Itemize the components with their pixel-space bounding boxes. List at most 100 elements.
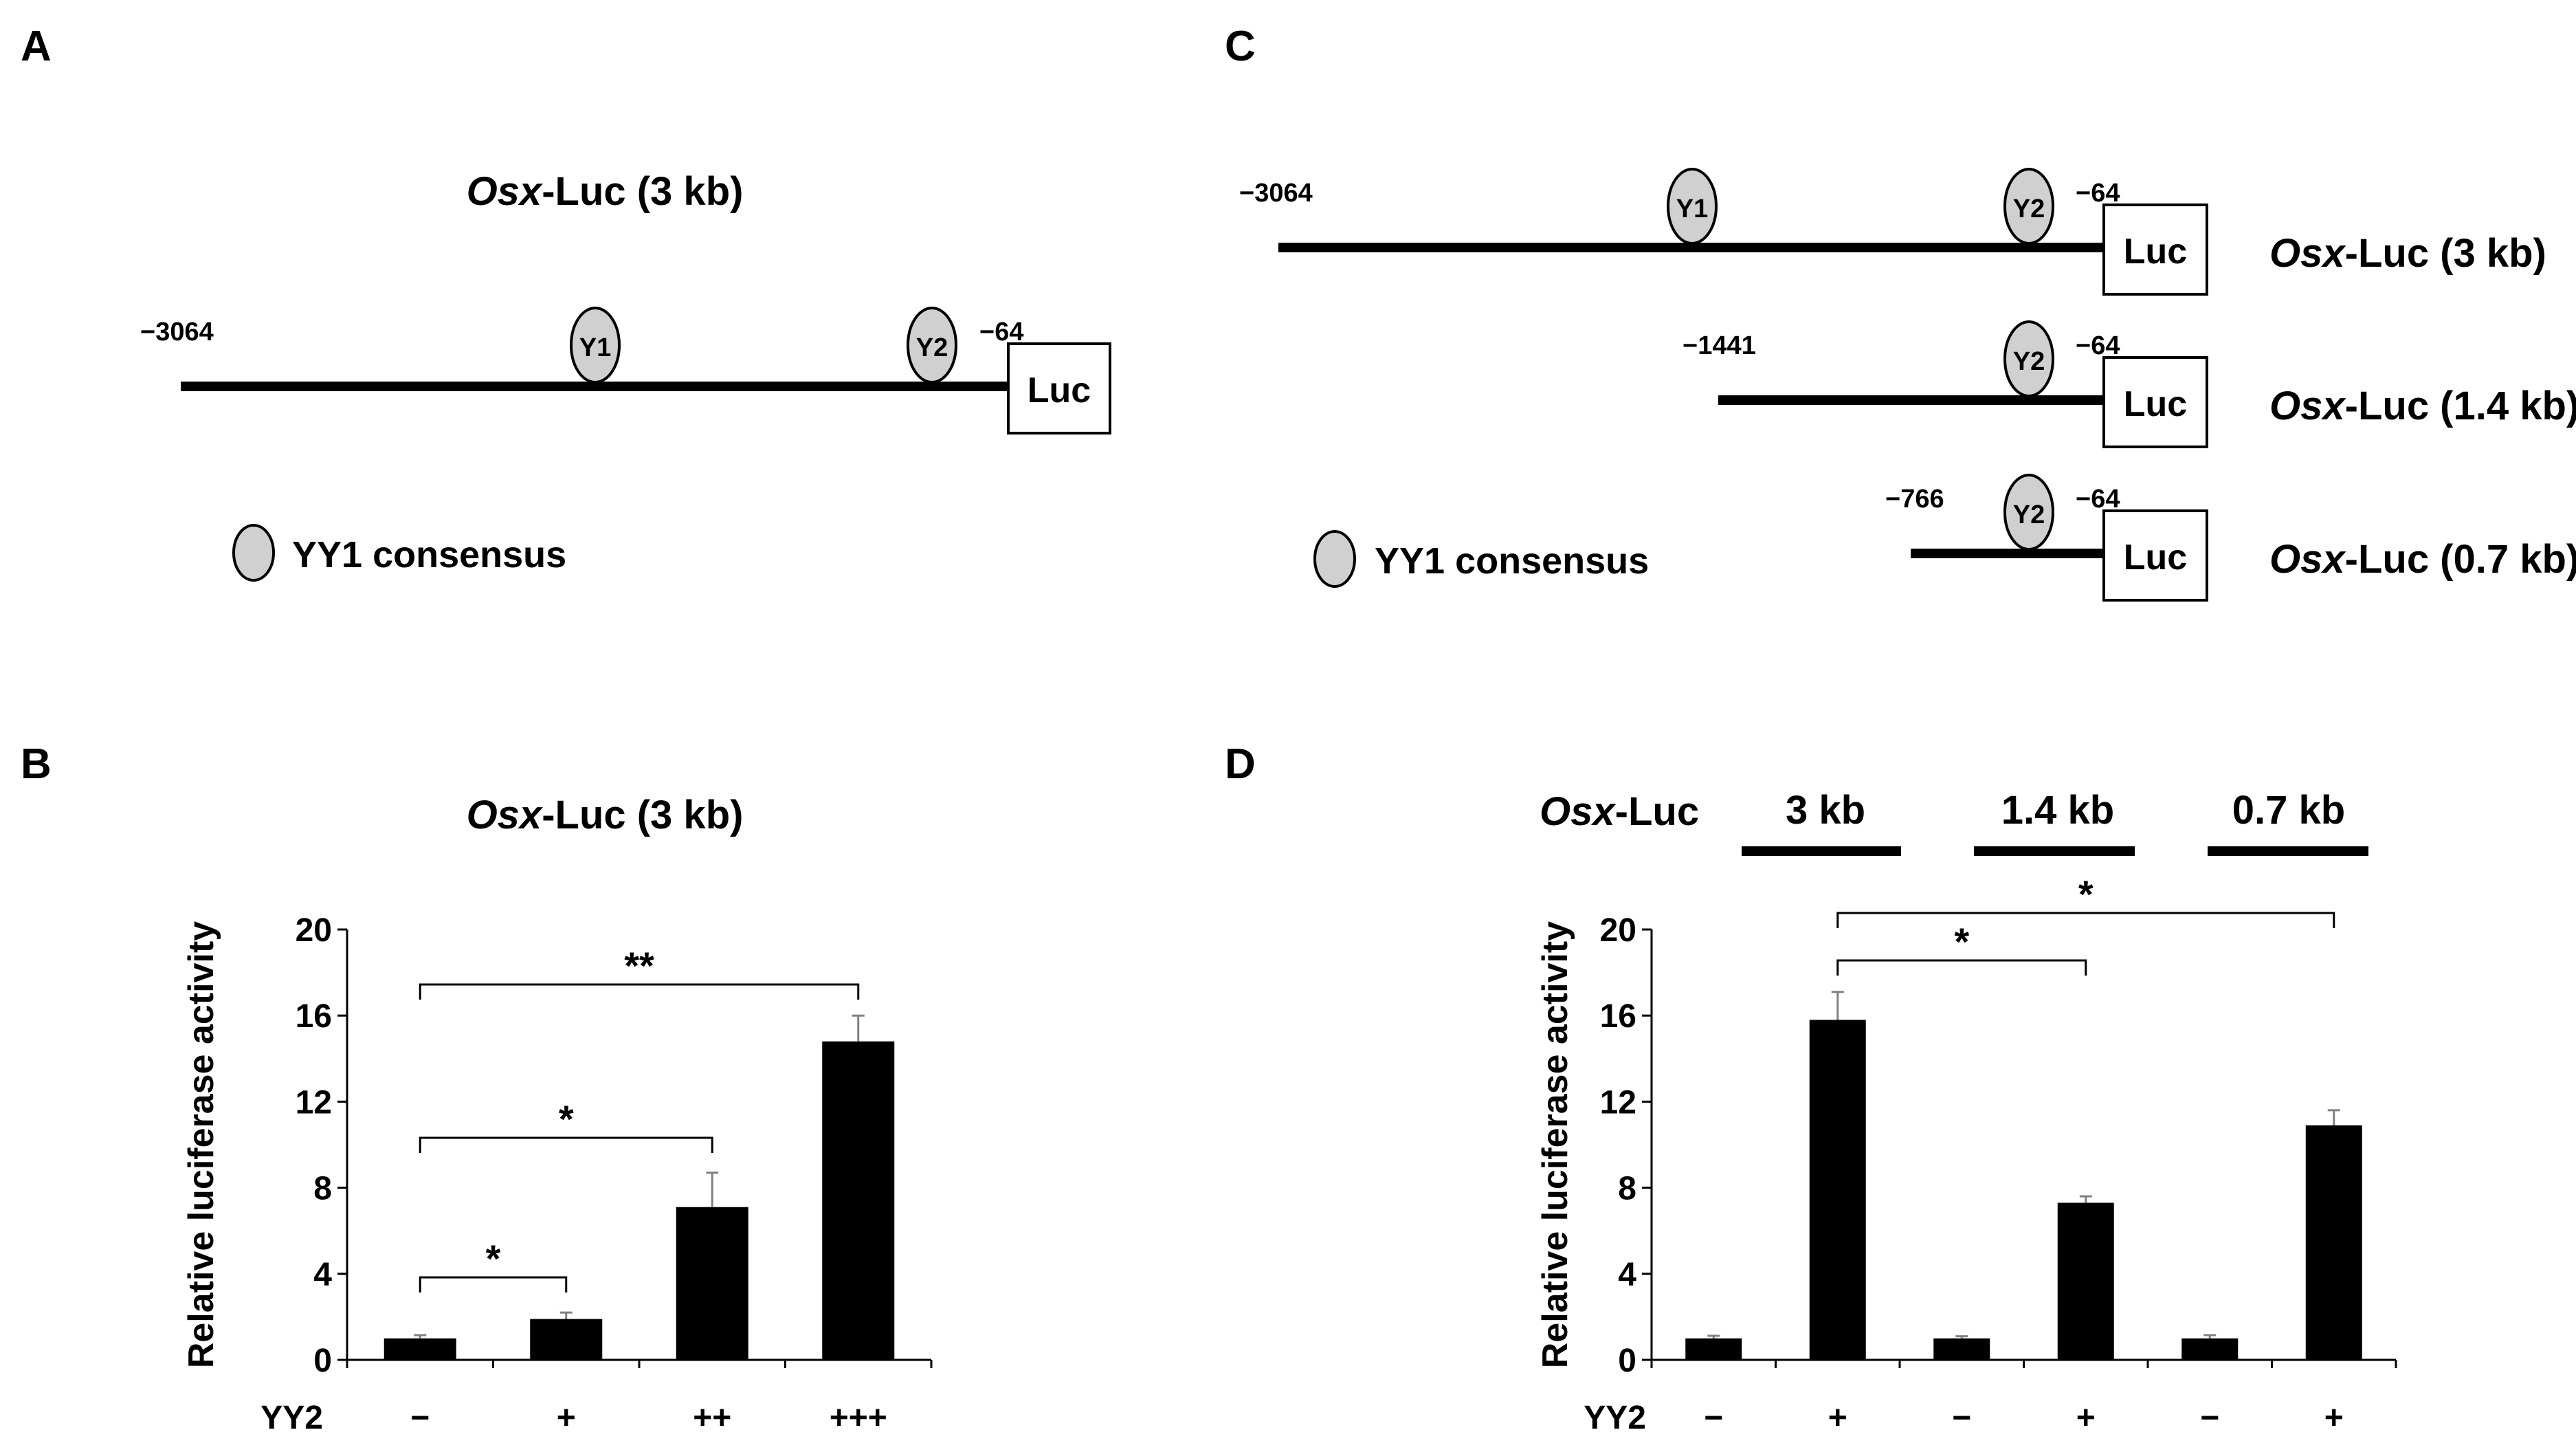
- site-label: Y2: [2013, 500, 2045, 529]
- bar: [1809, 1020, 1866, 1360]
- y-tick-label: 8: [1618, 1171, 1636, 1207]
- y-tick-label: 0: [1618, 1343, 1636, 1379]
- construct-3kb: −3064 −64 Y1 Y2 Luc Osx-Luc (3 kb): [1239, 168, 2546, 296]
- y-tick-label: 12: [296, 1084, 332, 1121]
- category-label: +: [1828, 1400, 1847, 1436]
- end-coordinate: −64: [979, 318, 1023, 346]
- luc-reporter-box: [2102, 204, 2208, 296]
- yy1-site-y2: [2003, 168, 2054, 245]
- start-coordinate: −3064: [140, 318, 214, 346]
- end-coordinate: −64: [2076, 485, 2120, 514]
- bar: [1933, 1338, 1990, 1360]
- site-label: Y2: [2013, 347, 2045, 376]
- bar: [530, 1319, 603, 1360]
- luc-reporter-box: [2102, 356, 2208, 448]
- x-axis-label: YY2: [1584, 1400, 1646, 1436]
- y-tick-label: 4: [313, 1257, 332, 1293]
- group-label: 3 kb: [1786, 788, 1865, 833]
- significance-bracket: [419, 1136, 713, 1153]
- end-coordinate: −64: [2076, 179, 2120, 208]
- legend-label: YY1 consensus: [292, 534, 566, 575]
- site-label: Y2: [2013, 195, 2045, 223]
- significance-bracket: [1836, 959, 2087, 976]
- panel-b-letter: B: [21, 740, 52, 788]
- category-label: +: [557, 1400, 576, 1436]
- site-label: Y1: [1676, 195, 1708, 223]
- significance-star: *: [559, 1097, 574, 1141]
- category-label: −: [1704, 1400, 1723, 1436]
- luc-reporter-box: [2102, 509, 2208, 602]
- yy1-site-y2: [2003, 320, 2054, 397]
- significance-star: **: [624, 944, 654, 987]
- y-axis-label: Relative luciferase activity: [181, 921, 221, 1368]
- x-axis-label: YY2: [260, 1400, 323, 1436]
- site-label: Y2: [916, 333, 948, 362]
- luc-reporter-box: [1007, 342, 1111, 434]
- y-tick-label: 4: [1618, 1257, 1636, 1293]
- panel-a-title: Osx-Luc (3 kb): [467, 169, 744, 214]
- construct-label: Osx-Luc (0.7 kb): [2269, 537, 2576, 582]
- group-label: 1.4 kb: [2001, 788, 2114, 833]
- bar: [2057, 1202, 2114, 1360]
- chart-title: Osx-Luc (3 kb): [467, 793, 744, 837]
- y-tick-label: 20: [1600, 912, 1636, 949]
- y-tick-label: 20: [296, 912, 332, 949]
- group-header: Osx-Luc: [1540, 789, 1699, 834]
- group-label: 0.7 kb: [2232, 788, 2345, 833]
- significance-star: *: [1954, 920, 1969, 963]
- yy1-site-y1: [1667, 168, 1718, 245]
- y-tick-label: 8: [313, 1171, 332, 1207]
- significance-star: *: [486, 1237, 501, 1280]
- y-tick-label: 16: [296, 998, 332, 1035]
- bar: [384, 1338, 456, 1360]
- legend-ellipse-icon: [232, 524, 275, 582]
- luc-label: Luc: [1028, 371, 1091, 410]
- category-label: −: [410, 1400, 430, 1436]
- panel-a-letter: A: [21, 23, 52, 70]
- panel-c-letter: C: [1225, 23, 1256, 70]
- significance-bracket: [419, 1276, 568, 1292]
- start-coordinate: −766: [1885, 485, 1944, 514]
- category-label: ++: [693, 1400, 731, 1436]
- panel-c: C −3064 −64 Y1 Y2 Luc Osx-Luc (3 kb) −14…: [1225, 23, 2576, 602]
- y-tick-label: 0: [313, 1343, 332, 1379]
- category-label: −: [2200, 1400, 2219, 1436]
- construct-1-4kb: −1441 −64 Y2 Luc Osx-Luc (1.4 kb): [1683, 320, 2576, 448]
- legend-ellipse-icon: [1313, 530, 1356, 588]
- panel-a: A Osx-Luc (3 kb) −3064 −64 Y1 Y2 Luc YY1…: [21, 23, 1111, 582]
- construct-0-7kb: −766 −64 Y2 Luc Osx-Luc (0.7 kb): [1885, 474, 2576, 602]
- bar: [822, 1041, 895, 1360]
- y-tick-label: 16: [1600, 998, 1636, 1035]
- panel-d-letter: D: [1225, 740, 1256, 788]
- category-label: −: [1952, 1400, 1971, 1436]
- yy1-site-y2: [2003, 474, 2054, 551]
- y-tick-label: 12: [1600, 1084, 1636, 1121]
- yy1-site-y1: [570, 307, 621, 384]
- bar: [1685, 1338, 1742, 1360]
- end-coordinate: −64: [2076, 331, 2120, 360]
- luc-label: Luc: [2124, 384, 2187, 424]
- significance-star: *: [2078, 872, 2094, 916]
- y-axis-label: Relative luciferase activity: [1535, 921, 1575, 1368]
- bar: [676, 1207, 748, 1360]
- start-coordinate: −3064: [1239, 179, 1313, 208]
- yy1-site-y2: [907, 307, 957, 384]
- luc-label: Luc: [2124, 538, 2187, 578]
- category-label: +: [2324, 1400, 2344, 1436]
- luc-label: Luc: [2124, 232, 2187, 272]
- site-label: Y1: [579, 333, 611, 362]
- legend-label: YY1 consensus: [1375, 540, 1649, 582]
- bar: [2305, 1125, 2362, 1360]
- panel-d: D Osx-Luc 3 kb 1.4 kb 0.7 kb 0 4 8 12 16 20 − +…: [1225, 740, 2397, 1436]
- category-label: +++: [830, 1400, 887, 1436]
- category-label: +: [2076, 1400, 2096, 1436]
- construct-label: Osx-Luc (3 kb): [2269, 231, 2546, 276]
- significance-bracket: [1836, 912, 2335, 928]
- significance-bracket: [419, 983, 860, 1000]
- construct-label: Osx-Luc (1.4 kb): [2269, 384, 2576, 428]
- start-coordinate: −1441: [1683, 331, 1756, 360]
